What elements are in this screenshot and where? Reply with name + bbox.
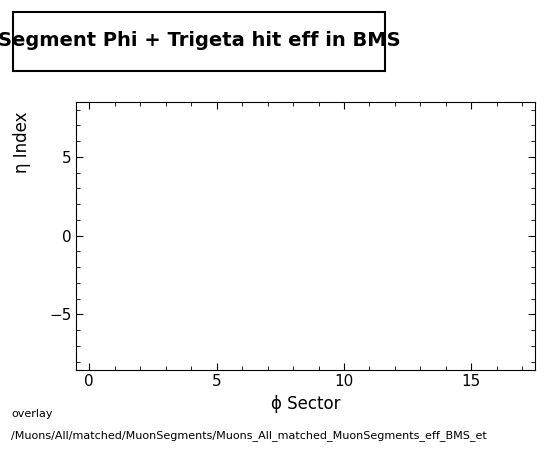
- Text: overlay: overlay: [11, 409, 52, 419]
- Text: /Muons/All/matched/MuonSegments/Muons_All_matched_MuonSegments_eff_BMS_et: /Muons/All/matched/MuonSegments/Muons_Al…: [11, 431, 486, 442]
- X-axis label: ϕ Sector: ϕ Sector: [271, 395, 341, 413]
- Y-axis label: η Index: η Index: [13, 111, 31, 173]
- Text: Segment Phi + Trigeta hit eff in BMS: Segment Phi + Trigeta hit eff in BMS: [0, 31, 401, 50]
- FancyBboxPatch shape: [13, 12, 385, 71]
